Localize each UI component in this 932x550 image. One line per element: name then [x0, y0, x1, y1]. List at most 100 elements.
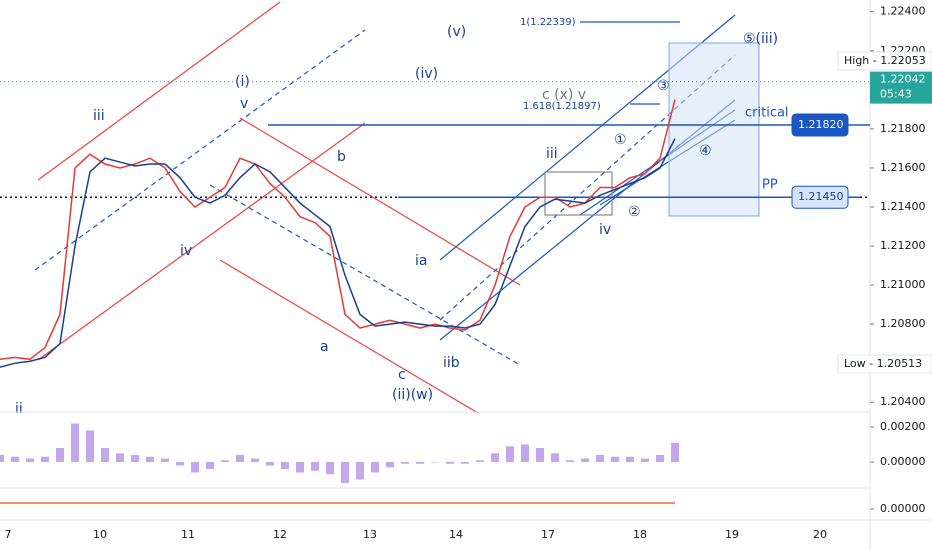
low-label: Low - 1.20513: [844, 357, 922, 370]
histogram-bar: [386, 462, 394, 468]
high-box: [837, 51, 932, 71]
x-tick-label: 13: [363, 528, 377, 541]
histogram-bar: [296, 462, 304, 473]
histogram-bar: [371, 462, 379, 473]
histogram-bar: [611, 456, 619, 462]
y-tick-label: 1.21800: [880, 122, 926, 135]
histogram-bar: [206, 462, 214, 469]
histogram-bar: [551, 453, 559, 462]
x-tick-label: 10: [93, 528, 107, 541]
x-tick-label: 20: [813, 528, 827, 541]
timer: 05:43: [880, 88, 912, 101]
wave-label: iv: [599, 222, 611, 238]
histogram-bar: [146, 456, 154, 462]
histogram-bar: [461, 462, 469, 464]
y2-tick-label: 0.00200: [880, 420, 926, 433]
wave-label: c: [398, 367, 406, 383]
histogram-bar: [536, 448, 544, 462]
histogram-bar: [476, 460, 484, 462]
histogram-bar: [446, 462, 454, 464]
histogram-bar: [266, 462, 274, 466]
histogram-bar: [11, 456, 19, 462]
histogram-bar: [416, 462, 424, 464]
y-tick-label: 1.20400: [880, 395, 926, 408]
x-tick-label: 7: [5, 528, 12, 541]
trendlines: [34, 1, 760, 414]
y3-tick-label: 0.00000: [880, 502, 926, 515]
y2-tick-label: 0.00000: [880, 455, 926, 468]
x-tick-label: 18: [633, 528, 647, 541]
wave-label: (iv): [415, 66, 438, 82]
wave-label: iii: [546, 146, 558, 162]
wave-label: (i): [235, 74, 250, 90]
histogram-bar: [401, 462, 409, 464]
histogram-bar: [581, 458, 589, 462]
last-price-box: [870, 71, 932, 104]
histogram-bar: [86, 430, 94, 462]
histogram-bar: [281, 462, 289, 469]
x-tick-label: 12: [273, 528, 287, 541]
x-tick-label: 19: [725, 528, 739, 541]
histogram-bar: [251, 458, 259, 462]
annotation-layer: iii (i) v b iv a c (ii)(w) ii (v) (iv) c…: [15, 17, 778, 417]
x-tick-label: 17: [541, 528, 555, 541]
wave-label: iv: [180, 243, 192, 259]
y-tick-label: 1.21600: [880, 161, 926, 174]
histogram-bar: [311, 462, 319, 471]
level-label: 1.21450: [798, 190, 844, 203]
wave-label: ④: [699, 143, 712, 159]
fib-label: 1(1.22339): [520, 17, 576, 28]
wave-label: ii: [15, 401, 23, 417]
histogram-bar: [56, 448, 64, 462]
wave-label: ia: [415, 253, 427, 269]
fib-label: 1.618(1.21897): [523, 101, 601, 112]
wave-label: ③: [657, 78, 670, 94]
histogram-bar: [491, 453, 499, 462]
histogram-bar: [671, 442, 679, 462]
wave-label: (v): [447, 24, 466, 40]
histogram-bar: [641, 458, 649, 462]
histogram-bar: [356, 462, 364, 480]
wave-label: (ii)(w): [392, 387, 433, 403]
y-tick-label: 1.20800: [880, 317, 926, 330]
histogram-bar: [41, 456, 49, 462]
histogram-bar: [0, 455, 4, 462]
histogram-bar: [506, 446, 514, 462]
wave-label: iii: [93, 108, 105, 124]
histogram-bar: [161, 458, 169, 462]
histogram-bar: [656, 455, 664, 462]
y-tick-label: 1.21200: [880, 239, 926, 252]
histogram-bar: [596, 455, 604, 462]
ma-line: [0, 99, 676, 361]
wave-label: iib: [443, 355, 460, 371]
low-box: [837, 354, 932, 374]
histogram-bar: [26, 458, 34, 462]
level-label: 1.21820: [798, 118, 844, 131]
histogram-bar: [191, 462, 199, 473]
wave-label: ⑤(iii): [743, 31, 778, 47]
histogram-bar: [116, 453, 124, 462]
histogram-bar: [626, 456, 634, 462]
x-tick-label: 14: [449, 528, 463, 541]
histogram-bar: [566, 460, 574, 462]
y-tick-label: 1.22400: [880, 5, 926, 18]
wave-label: ①: [614, 132, 627, 148]
last-price: 1.22042: [880, 73, 926, 86]
wave-label: a: [320, 339, 329, 355]
level-box: [791, 113, 849, 137]
wave-label: c (x) v: [542, 87, 586, 103]
x-tick-label: 11: [181, 528, 195, 541]
histogram-bar: [221, 460, 229, 462]
histogram-bar: [101, 448, 109, 462]
level-box: [791, 185, 849, 209]
histogram-bar: [176, 462, 184, 466]
histogram-bar: [71, 423, 79, 462]
high-label: High - 1.22053: [844, 54, 926, 67]
histogram-bar: [236, 455, 244, 462]
y-tick-label: 1.21400: [880, 200, 926, 213]
level-name: critical: [745, 105, 789, 120]
histogram-bar: [521, 444, 529, 462]
level-name: PP: [762, 178, 778, 193]
histogram-bar: [341, 462, 349, 483]
